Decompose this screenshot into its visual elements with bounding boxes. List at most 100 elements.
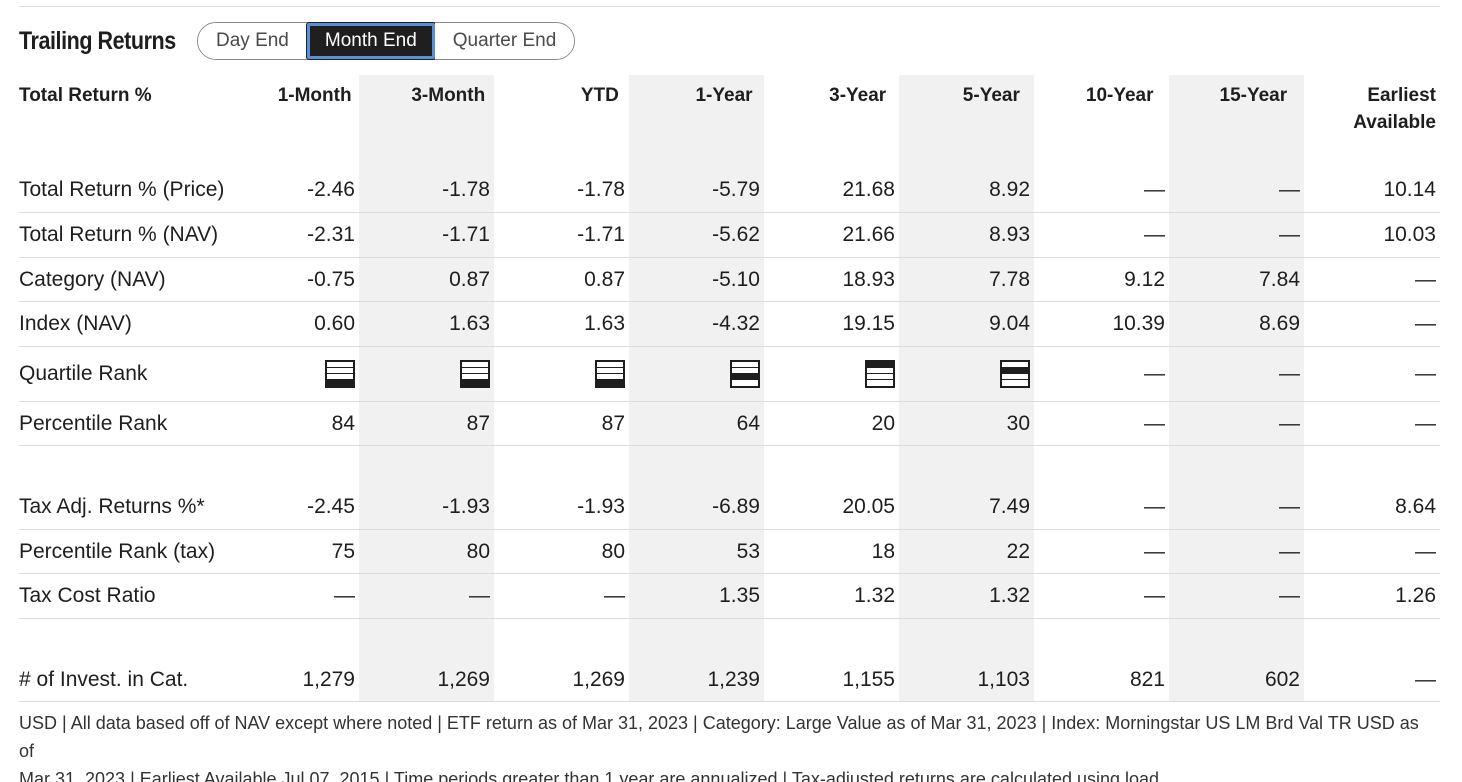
row-label: # of Invest. in Cat. bbox=[19, 667, 189, 691]
footnote-line: USD | All data based off of NAV except w… bbox=[19, 713, 1419, 761]
column-header: YTD bbox=[580, 85, 619, 106]
row-label: Index (NAV) bbox=[19, 312, 132, 335]
table-cell: 1.32 bbox=[854, 584, 895, 607]
table-cell: 10.03 bbox=[1383, 223, 1436, 246]
quartile-rank-icon bbox=[1000, 360, 1030, 388]
table-cell: 87 bbox=[466, 411, 490, 435]
table-cell: -6.89 bbox=[712, 495, 760, 518]
section-title: Trailing Returns bbox=[19, 26, 176, 55]
table-cell: 21.66 bbox=[842, 223, 895, 246]
table-cell: — bbox=[334, 584, 355, 607]
tab-day-end[interactable]: Day End bbox=[198, 23, 307, 59]
column-header: Total Return % bbox=[19, 85, 152, 106]
table-cell: — bbox=[1144, 539, 1165, 563]
table-cell: — bbox=[1279, 584, 1300, 607]
table-cell: — bbox=[1415, 362, 1436, 385]
table-cell: -1.93 bbox=[577, 495, 625, 518]
column-header: 15-Year bbox=[1219, 85, 1288, 106]
table-cell: 1,269 bbox=[572, 667, 625, 691]
table-cell: -2.46 bbox=[307, 178, 355, 201]
table-cell: 1.26 bbox=[1395, 584, 1436, 607]
table-cell: 602 bbox=[1264, 667, 1300, 691]
table-cell: — bbox=[1415, 267, 1436, 291]
table-cell: — bbox=[1415, 411, 1436, 435]
footnote-line: Mar 31, 2023 | Earliest Available Jul 07… bbox=[19, 769, 1165, 782]
table-cell: — bbox=[1279, 539, 1300, 563]
column-shade bbox=[359, 75, 494, 702]
tab-month-end[interactable]: Month End bbox=[306, 23, 435, 59]
quartile-rank-icon bbox=[224, 360, 359, 388]
table-row: Tax Cost Ratio — — — 1.35 1.32 1.32 — — 1.26 bbox=[19, 574, 1440, 619]
column-shade bbox=[899, 75, 1034, 702]
table-cell: 9.04 bbox=[989, 312, 1030, 335]
table-cell: 80 bbox=[601, 539, 625, 563]
section-header: Trailing Returns Day End Month End Quart… bbox=[19, 20, 576, 62]
quartile-rank-icon bbox=[325, 360, 355, 388]
table-row: Total Return % (Price) -2.46 -1.78 -1.78 -5.… bbox=[19, 168, 1440, 213]
table-cell: -0.75 bbox=[307, 267, 355, 291]
column-header: Earliest Available bbox=[1353, 85, 1436, 133]
table-cell: — bbox=[1144, 178, 1165, 201]
table-cell: — bbox=[469, 584, 490, 607]
column-header: 3-Month bbox=[411, 85, 486, 106]
table-cell: 75 bbox=[331, 539, 355, 563]
table-cell: 1,155 bbox=[842, 667, 895, 691]
table-cell: 7.84 bbox=[1259, 267, 1300, 291]
table-cell: — bbox=[1144, 362, 1165, 385]
table-row: Percentile Rank (tax) 75 80 80 53 18 22 — — — bbox=[19, 530, 1440, 574]
column-header: 1-Year bbox=[695, 85, 753, 106]
table-cell: — bbox=[1144, 223, 1165, 246]
column-header: 10-Year bbox=[1085, 85, 1154, 106]
table-cell: -1.71 bbox=[577, 223, 625, 246]
quartile-rank-icon bbox=[359, 360, 494, 388]
table-cell: 1.63 bbox=[449, 312, 490, 335]
table-cell: — bbox=[1279, 495, 1300, 518]
table-cell: — bbox=[1144, 495, 1165, 518]
column-header: 3-Year bbox=[829, 85, 887, 106]
table-cell: 84 bbox=[331, 411, 355, 435]
row-label: Total Return % (NAV) bbox=[19, 223, 219, 246]
table-row: Category (NAV) -0.75 0.87 0.87 -5.10 18.93 7.7… bbox=[19, 258, 1440, 302]
column-shade bbox=[629, 75, 764, 702]
table-cell: -5.79 bbox=[712, 178, 760, 201]
table-cell: 10.39 bbox=[1112, 312, 1165, 335]
quartile-rank-icon bbox=[764, 360, 899, 388]
tab-quarter-end[interactable]: Quarter End bbox=[434, 23, 575, 59]
row-label: Quartile Rank bbox=[19, 362, 148, 385]
column-header: 5-Year bbox=[962, 85, 1020, 106]
table-cell: 821 bbox=[1129, 667, 1165, 691]
row-label: Total Return % (Price) bbox=[19, 178, 225, 201]
table-cell: 0.87 bbox=[584, 267, 625, 291]
period-toggle: Day End Month End Quarter End bbox=[197, 22, 576, 60]
table-cell: 19.15 bbox=[842, 312, 895, 335]
table-cell: 8.92 bbox=[989, 178, 1030, 201]
table-cell: -2.45 bbox=[307, 495, 355, 518]
quartile-rank-icon bbox=[899, 360, 1034, 388]
table-cell: -5.62 bbox=[712, 223, 760, 246]
table-row: Index (NAV) 0.60 1.63 1.63 -4.32 19.15 9.04 10.… bbox=[19, 302, 1440, 347]
table-cell: — bbox=[1415, 312, 1436, 335]
table-cell: — bbox=[1144, 584, 1165, 607]
table-cell: 21.68 bbox=[842, 178, 895, 201]
table-cell: 22 bbox=[1006, 539, 1030, 563]
table-cell: 8.93 bbox=[989, 223, 1030, 246]
table-row: Percentile Rank 84 87 87 64 20 30 — — — bbox=[19, 402, 1440, 446]
table-cell: 20.05 bbox=[842, 495, 895, 518]
table-cell: 18 bbox=[871, 539, 895, 563]
table-cell: 87 bbox=[601, 411, 625, 435]
table-cell: 1,239 bbox=[707, 667, 760, 691]
table-cell: — bbox=[1415, 539, 1436, 563]
row-label: Tax Adj. Returns %* bbox=[19, 495, 205, 518]
table-cell: 80 bbox=[466, 539, 490, 563]
table-cell: — bbox=[1279, 411, 1300, 435]
table-row: Total Return % (NAV) -2.31 -1.71 -1.71 -5.62… bbox=[19, 213, 1440, 258]
table-cell: -5.10 bbox=[712, 267, 760, 291]
table-cell: -1.93 bbox=[442, 495, 490, 518]
column-shade bbox=[1169, 75, 1304, 702]
table-cell: -2.31 bbox=[307, 223, 355, 246]
table-cell: 0.60 bbox=[314, 312, 355, 335]
row-label: Percentile Rank (tax) bbox=[19, 539, 216, 563]
table-cell: -1.71 bbox=[442, 223, 490, 246]
table-cell: 10.14 bbox=[1383, 178, 1436, 201]
table-cell: 9.12 bbox=[1124, 267, 1165, 291]
